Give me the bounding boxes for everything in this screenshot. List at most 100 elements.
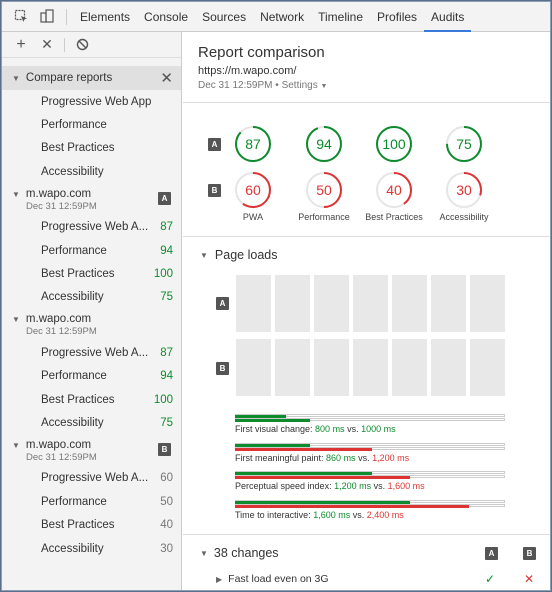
compare-item-performance[interactable]: Performance (2, 113, 181, 136)
divider (183, 102, 550, 103)
item-label: Accessibility (41, 291, 104, 304)
filmstrip-frame[interactable] (392, 339, 427, 396)
report-item[interactable]: Performance 94 (2, 239, 181, 262)
gauge-score: 100 (382, 136, 406, 152)
score-gauge[interactable]: 60 (232, 169, 274, 211)
change-row[interactable]: ▶ Fast load even on 3G ✓ ✕ (200, 572, 550, 586)
toolbar-separator (66, 8, 67, 25)
separator-dot: • (275, 80, 282, 91)
compare-item-accessibility[interactable]: Accessibility (2, 160, 181, 183)
metric-bar-a (235, 500, 410, 504)
item-label: Best Practices (41, 268, 115, 281)
devtools-tabbar: Elements Console Sources Network Timelin… (2, 2, 550, 32)
score-gauge[interactable]: 30 (443, 169, 485, 211)
filmstrip-frame[interactable] (470, 339, 505, 396)
close-icon[interactable]: ✕ (41, 36, 53, 52)
compare-reports-header[interactable]: ▼ Compare reports ✕ (2, 66, 181, 90)
clear-icon[interactable] (71, 35, 93, 55)
close-compare-icon[interactable]: ✕ (160, 70, 173, 87)
report-item[interactable]: Accessibility 75 (2, 286, 181, 309)
gauge-arc (376, 126, 412, 162)
divider (183, 534, 550, 535)
compare-item-best-practices[interactable]: Best Practices (2, 137, 181, 160)
metric-value-b: 1,600 ms (387, 481, 425, 491)
report-item[interactable]: Progressive Web A... 60 (2, 467, 181, 490)
tab-elements[interactable]: Elements (80, 9, 131, 24)
score-gauge[interactable]: 100 (373, 123, 415, 165)
metric-label: Perceptual speed index: 1,200 ms vs. 1,6… (235, 481, 505, 491)
report-header[interactable]: ▼ m.wapo.com Dec 31 12:59PM (2, 309, 181, 341)
report-badge-a: A (158, 191, 171, 205)
page-loads-header[interactable]: ▼ Page loads (200, 248, 277, 262)
filmstrip-frame[interactable] (236, 275, 271, 332)
report-item[interactable]: Performance 50 (2, 490, 181, 513)
compare-item-pwa[interactable]: Progressive Web App (2, 90, 181, 113)
tab-audits[interactable]: Audits (424, 2, 472, 32)
metric-bar-a (235, 472, 373, 475)
item-score: 94 (160, 244, 173, 257)
timing-metric: First meaningful paint: 860 ms vs. 1,200… (235, 442, 505, 463)
item-score: 100 (153, 268, 173, 281)
filmstrip-frame[interactable] (236, 339, 271, 396)
score-gauge[interactable]: 94 (303, 123, 345, 165)
item-label: Best Practices (41, 142, 115, 155)
score-gauge[interactable]: 40 (373, 169, 415, 211)
metric-bar-a (235, 415, 287, 418)
inspect-icon[interactable] (10, 6, 32, 28)
report-header[interactable]: ▼ m.wapo.com Dec 31 12:59PM B (2, 435, 181, 467)
gauge-arc (235, 126, 271, 162)
filmstrip-frame[interactable] (314, 275, 349, 332)
metric-bar-b (235, 447, 373, 451)
gauge-row-badge-b: B (208, 184, 221, 197)
tab-timeline[interactable]: Timeline (318, 9, 364, 24)
metric-track-b (235, 446, 505, 451)
add-icon[interactable]: + (16, 35, 26, 53)
tab-network[interactable]: Network (260, 9, 305, 24)
change-label: Fast load even on 3G (228, 573, 329, 585)
item-score: 94 (160, 370, 173, 383)
filmstrip-frame[interactable] (275, 275, 310, 332)
filmstrip-frame[interactable] (275, 339, 310, 396)
report-item[interactable]: Progressive Web A... 87 (2, 341, 181, 364)
metric-value-b: 2,400 ms (366, 509, 404, 520)
filmstrip-frame[interactable] (431, 275, 466, 332)
load-badge-b: B (216, 362, 229, 375)
report-item[interactable]: Best Practices 40 (2, 513, 181, 536)
score-gauge[interactable]: 87 (232, 123, 274, 165)
filmstrip-frame[interactable] (314, 339, 349, 396)
settings-link[interactable]: Settings (281, 80, 318, 91)
report-title: Report comparison (198, 44, 325, 61)
metric-value-a: 860 ms (326, 452, 356, 463)
report-item[interactable]: Best Practices 100 (2, 388, 181, 411)
report-item[interactable]: Accessibility 30 (2, 537, 181, 560)
tab-sources[interactable]: Sources (202, 9, 247, 24)
score-gauge[interactable]: 75 (443, 123, 485, 165)
filmstrip-frame[interactable] (431, 339, 466, 396)
report-item[interactable]: Accessibility 75 (2, 411, 181, 434)
report-url[interactable]: https://m.wapo.com/ (198, 65, 297, 77)
metric-name: First visual change: (235, 424, 316, 434)
report-item[interactable]: Best Practices 100 (2, 262, 181, 285)
score-gauge[interactable]: 50 (303, 169, 345, 211)
item-label: Best Practices (41, 393, 115, 406)
report-item[interactable]: Performance 94 (2, 365, 181, 388)
item-score: 75 (160, 291, 173, 304)
device-icon[interactable] (36, 6, 58, 28)
report-item[interactable]: Progressive Web A... 87 (2, 216, 181, 239)
changes-header[interactable]: ▼ 38 changes A B (200, 546, 550, 560)
item-label: Performance (41, 495, 107, 508)
timing-metric: Time to interactive: 1,600 ms vs. 2,400 … (235, 499, 505, 520)
item-label: Performance (41, 244, 107, 257)
report-header[interactable]: ▼ m.wapo.com Dec 31 12:59PM A (2, 184, 181, 216)
expand-triangle-icon: ▼ (200, 548, 208, 558)
filmstrip-frame[interactable] (353, 339, 388, 396)
filmstrip-frame[interactable] (470, 275, 505, 332)
filmstrip-frame[interactable] (353, 275, 388, 332)
filmstrip-frame[interactable] (392, 275, 427, 332)
tab-console[interactable]: Console (144, 9, 189, 24)
item-label: Accessibility (41, 542, 104, 555)
gauge-arc (446, 126, 482, 162)
compare-reports-label: Compare reports (25, 72, 113, 84)
tab-profiles[interactable]: Profiles (377, 9, 418, 24)
report-site: m.wapo.com (25, 438, 92, 451)
